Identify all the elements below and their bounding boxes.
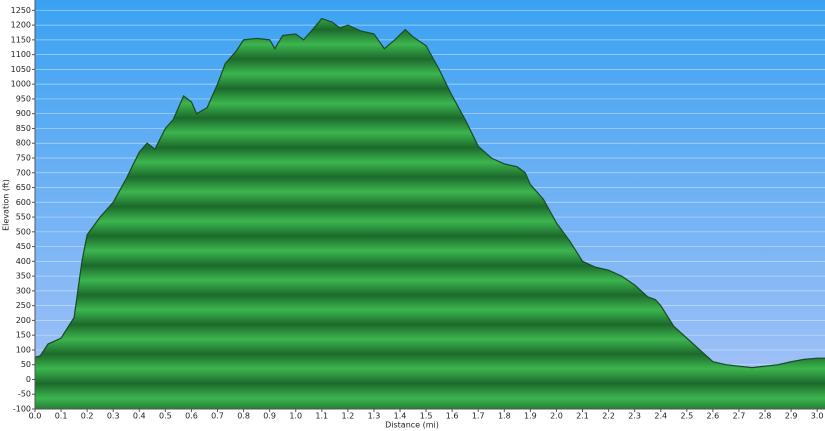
y-tick-label: 450 bbox=[16, 242, 31, 251]
y-tick-label: 550 bbox=[16, 213, 31, 222]
y-tick-label: 400 bbox=[16, 257, 31, 266]
y-tick-label: 100 bbox=[16, 345, 31, 354]
x-tick-label: 3.0 bbox=[811, 412, 824, 421]
x-tick-label: 0.9 bbox=[263, 412, 276, 421]
y-tick-label: 1100 bbox=[11, 50, 31, 59]
y-tick-label: 150 bbox=[16, 331, 31, 340]
x-tick-label: 2.7 bbox=[733, 412, 746, 421]
x-axis-label: Distance (mi) bbox=[385, 421, 439, 430]
y-tick-label: 600 bbox=[16, 198, 31, 207]
x-tick-label: 0.7 bbox=[211, 412, 224, 421]
area-line bbox=[34, 17, 825, 369]
x-tick-label: 1.2 bbox=[342, 412, 355, 421]
y-tick-label: 500 bbox=[16, 227, 31, 236]
x-tick-label: 1.8 bbox=[498, 412, 511, 421]
x-tick-label: 1.5 bbox=[420, 412, 433, 421]
y-tick-label: 0 bbox=[26, 375, 31, 384]
x-tick-label: 1.0 bbox=[289, 412, 302, 421]
x-tick-label: 1.3 bbox=[368, 412, 381, 421]
y-tick-label: 1250 bbox=[11, 6, 31, 15]
y-tick-label: 750 bbox=[16, 153, 31, 162]
x-tick-label: 0.2 bbox=[81, 412, 94, 421]
x-tick-label: 1.6 bbox=[446, 412, 459, 421]
x-tick-label: 1.9 bbox=[524, 412, 537, 421]
y-axis-label: Elevation (ft) bbox=[2, 179, 11, 231]
y-tick-label: 50 bbox=[21, 360, 31, 369]
area-fill bbox=[35, 18, 825, 409]
x-tick-label: 0.4 bbox=[133, 412, 146, 421]
x-tick-label: 2.9 bbox=[785, 412, 798, 421]
y-tick-label: 300 bbox=[16, 286, 31, 295]
x-tick-label: 2.5 bbox=[680, 412, 693, 421]
y-tick-label: 650 bbox=[16, 183, 31, 192]
x-tick-label: 2.0 bbox=[550, 412, 563, 421]
y-tick-label: 950 bbox=[16, 94, 31, 103]
x-tick-label: 2.3 bbox=[628, 412, 641, 421]
x-tick-label: 2.4 bbox=[654, 412, 667, 421]
y-tick-label: -100 bbox=[13, 405, 31, 414]
x-tick-label: 2.6 bbox=[707, 412, 720, 421]
x-tick-label: 1.7 bbox=[472, 412, 485, 421]
y-tick-label: 350 bbox=[16, 272, 31, 281]
x-tick-label: 1.1 bbox=[315, 412, 328, 421]
x-tick-label: 0.6 bbox=[185, 412, 198, 421]
y-tick-label: 1000 bbox=[11, 80, 31, 89]
x-tick-label: 0.8 bbox=[237, 412, 250, 421]
x-tick-label: 1.4 bbox=[394, 412, 407, 421]
y-tick-label: 1200 bbox=[11, 21, 31, 30]
y-tick-label: 1150 bbox=[11, 35, 31, 44]
x-tick-label: 2.2 bbox=[602, 412, 615, 421]
x-tick-label: 0.5 bbox=[159, 412, 172, 421]
y-tick-label: 900 bbox=[16, 109, 31, 118]
y-tick-label: 800 bbox=[16, 139, 31, 148]
y-tick-label: 700 bbox=[16, 168, 31, 177]
x-tick-label: 2.1 bbox=[576, 412, 589, 421]
x-tick-label: 2.8 bbox=[759, 412, 772, 421]
y-tick-label: -50 bbox=[18, 390, 31, 399]
x-tick-label: 0.3 bbox=[107, 412, 120, 421]
x-tick-label: 0.0 bbox=[29, 412, 42, 421]
y-tick-label: 200 bbox=[16, 316, 31, 325]
y-tick-label: 250 bbox=[16, 301, 31, 310]
y-tick-label: 1050 bbox=[11, 65, 31, 74]
y-tick-label: 850 bbox=[16, 124, 31, 133]
x-tick-label: 0.1 bbox=[55, 412, 68, 421]
